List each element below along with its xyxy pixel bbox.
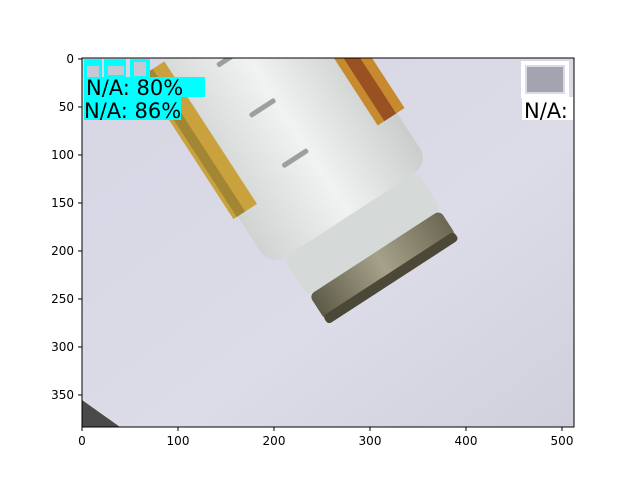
x-tick-label: 500	[551, 434, 574, 448]
detection-label-primary: N/A: 86%	[84, 99, 181, 123]
x-tick-label: 0	[78, 434, 86, 448]
photo	[82, 58, 574, 427]
y-tick-label: 250	[51, 292, 74, 306]
x-axis: 0 100 200 300 400 500	[78, 427, 573, 448]
axes-frame	[81, 57, 575, 428]
y-tick-label: 300	[51, 340, 74, 354]
detection-box-cyan	[84, 59, 205, 120]
detection-box-white	[521, 61, 573, 120]
detection-label-right: N/A:	[524, 99, 568, 123]
x-tick-label: 200	[263, 434, 286, 448]
y-tick-label: 50	[59, 100, 74, 114]
x-tick-label: 100	[167, 434, 190, 448]
x-tick-label: 300	[359, 434, 382, 448]
x-tick-label: 400	[455, 434, 478, 448]
y-tick-label: 150	[51, 196, 74, 210]
y-axis: 0 50 100 150 200 250 300 350	[51, 52, 82, 402]
y-tick-label: 200	[51, 244, 74, 258]
detection-label-secondary: N/A: 80%	[86, 76, 183, 100]
y-tick-label: 0	[66, 52, 74, 66]
y-tick-label: 350	[51, 388, 74, 402]
y-tick-label: 100	[51, 148, 74, 162]
